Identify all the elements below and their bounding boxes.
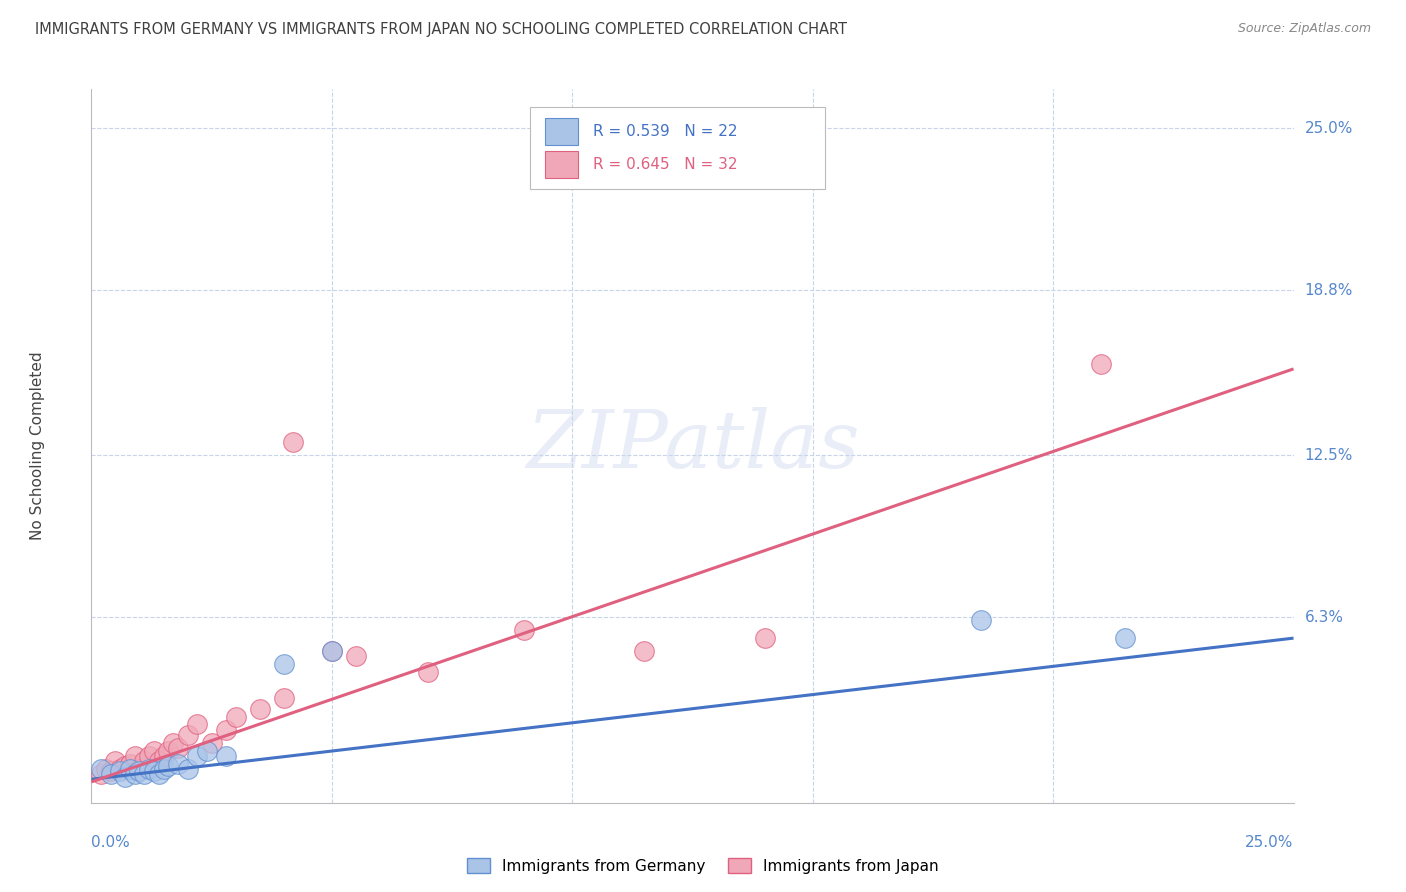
Point: [134, 767, 156, 781]
Point: [124, 748, 146, 763]
Point: [167, 756, 190, 771]
Point: [128, 764, 150, 779]
Point: [754, 631, 776, 645]
Point: [186, 748, 208, 763]
Point: [225, 709, 247, 723]
Point: [152, 762, 174, 776]
Point: [110, 764, 132, 779]
Bar: [544, 152, 578, 178]
Point: [215, 748, 238, 763]
Point: [104, 754, 127, 768]
Text: 12.5%: 12.5%: [1305, 448, 1353, 463]
Point: [273, 657, 295, 672]
Point: [100, 767, 122, 781]
Text: No Schooling Completed: No Schooling Completed: [30, 351, 45, 541]
Text: IMMIGRANTS FROM GERMANY VS IMMIGRANTS FROM JAPAN NO SCHOOLING COMPLETED CORRELAT: IMMIGRANTS FROM GERMANY VS IMMIGRANTS FR…: [35, 22, 848, 37]
Point: [110, 762, 132, 776]
Point: [138, 762, 160, 776]
Text: R = 0.645   N = 32: R = 0.645 N = 32: [593, 157, 737, 172]
Point: [416, 665, 439, 679]
Point: [118, 762, 141, 776]
Point: [215, 723, 238, 737]
Point: [970, 613, 993, 627]
Point: [128, 762, 150, 776]
FancyBboxPatch shape: [530, 107, 825, 189]
Bar: [544, 118, 578, 145]
Text: 25.0%: 25.0%: [1246, 835, 1294, 850]
Point: [114, 770, 136, 784]
Legend: Immigrants from Germany, Immigrants from Japan: Immigrants from Germany, Immigrants from…: [461, 852, 945, 880]
Point: [176, 728, 198, 742]
Point: [118, 756, 141, 771]
Point: [633, 644, 655, 658]
Point: [321, 644, 343, 658]
Point: [162, 736, 184, 750]
Point: [142, 743, 165, 757]
Point: [344, 649, 367, 664]
Point: [90, 762, 112, 776]
Text: Source: ZipAtlas.com: Source: ZipAtlas.com: [1237, 22, 1371, 36]
Text: 0.0%: 0.0%: [91, 835, 131, 850]
Point: [100, 764, 122, 779]
Point: [148, 754, 170, 768]
Text: R = 0.539   N = 22: R = 0.539 N = 22: [593, 124, 737, 139]
Point: [152, 748, 174, 763]
Text: 18.8%: 18.8%: [1305, 283, 1353, 298]
Point: [90, 767, 112, 781]
Text: ZIPatlas: ZIPatlas: [526, 408, 859, 484]
Point: [186, 717, 208, 731]
Point: [1090, 357, 1112, 371]
Point: [157, 743, 180, 757]
Point: [273, 691, 295, 706]
Point: [195, 743, 218, 757]
Point: [94, 762, 117, 776]
Text: 6.3%: 6.3%: [1305, 610, 1344, 624]
Point: [148, 767, 170, 781]
Point: [283, 435, 305, 450]
Point: [201, 736, 224, 750]
Point: [138, 748, 160, 763]
Point: [513, 624, 536, 638]
Point: [249, 702, 271, 716]
Point: [157, 759, 180, 773]
Point: [176, 762, 198, 776]
Point: [124, 767, 146, 781]
Point: [134, 754, 156, 768]
Point: [1114, 631, 1136, 645]
Point: [142, 764, 165, 779]
Point: [167, 740, 190, 755]
Text: 25.0%: 25.0%: [1305, 121, 1353, 136]
Point: [114, 759, 136, 773]
Point: [321, 644, 343, 658]
